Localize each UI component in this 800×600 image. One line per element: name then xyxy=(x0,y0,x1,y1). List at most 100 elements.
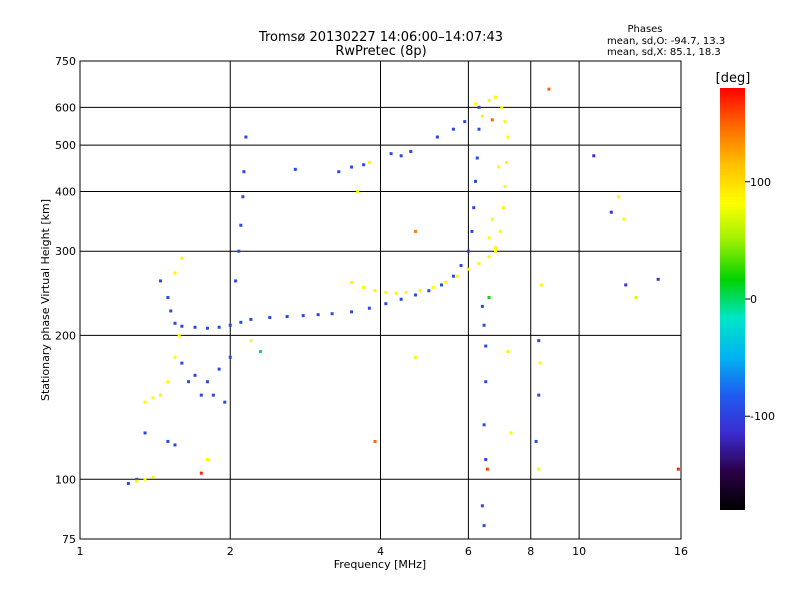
echo-point-o xyxy=(470,229,474,233)
echo-point-o xyxy=(241,195,245,199)
echo-point-outlier xyxy=(413,229,417,233)
echo-point-o xyxy=(466,249,470,253)
echo-point-o xyxy=(534,439,538,443)
echo-point-x xyxy=(143,477,147,481)
echo-point-o xyxy=(239,320,243,324)
echo-point-x xyxy=(166,380,170,384)
echo-point-o xyxy=(472,206,476,210)
echo-point-o xyxy=(239,223,243,227)
echo-point-x xyxy=(350,281,354,285)
echo-point-x xyxy=(151,396,155,400)
echo-point-outlier xyxy=(490,118,494,122)
echo-point-outlier xyxy=(592,154,596,158)
echo-point-x xyxy=(622,217,626,221)
echo-point-o xyxy=(451,274,455,278)
echo-point-o xyxy=(482,323,486,327)
echo-point-o xyxy=(427,289,431,293)
echo-point-o xyxy=(459,264,463,268)
echo-point-outlier xyxy=(259,350,263,354)
echo-point-o xyxy=(475,156,479,160)
echo-point-x xyxy=(455,274,459,278)
echo-point-x xyxy=(501,206,505,210)
echo-point-o xyxy=(223,400,227,404)
echo-point-outlier xyxy=(676,467,680,471)
y-tick-label: 400 xyxy=(55,185,76,198)
echo-point-o xyxy=(211,393,215,397)
echo-point-o xyxy=(199,393,203,397)
echo-point-x xyxy=(413,355,417,359)
plot-frame xyxy=(79,60,682,540)
colorbar xyxy=(720,88,745,510)
echo-point-o xyxy=(399,154,403,158)
echo-point-o xyxy=(205,326,209,330)
echo-point-x xyxy=(159,393,163,397)
colorbar-tick-label: -100 xyxy=(750,410,775,423)
echo-point-x xyxy=(487,236,491,240)
echo-point-o xyxy=(187,380,191,384)
echo-point-o xyxy=(537,393,541,397)
echo-point-x xyxy=(135,479,139,483)
colorbar-tick-label: 100 xyxy=(750,176,771,189)
echo-point-o xyxy=(350,310,354,314)
echo-point-x xyxy=(497,165,501,169)
echo-point-x xyxy=(506,135,510,139)
colorbar-label: [deg] xyxy=(716,71,751,86)
echo-point-o xyxy=(473,179,477,183)
x-tick-label: 2 xyxy=(227,545,234,558)
echo-point-o xyxy=(316,313,320,317)
echo-point-o xyxy=(193,373,197,377)
echo-point-o xyxy=(301,314,305,318)
echo-point-x xyxy=(539,283,543,287)
echo-point-x xyxy=(480,114,484,118)
echo-point-x xyxy=(431,285,435,289)
echo-point-o xyxy=(337,170,341,174)
echo-point-x xyxy=(537,467,541,471)
echo-point-outlier xyxy=(487,296,491,300)
echo-point-x xyxy=(494,249,498,253)
echo-point-x xyxy=(503,120,507,124)
echo-point-outlier xyxy=(485,467,489,471)
echo-point-o xyxy=(330,312,334,316)
echo-point-o xyxy=(285,315,289,319)
echo-point-o xyxy=(413,293,417,297)
echo-point-x xyxy=(473,102,477,106)
echo-point-x xyxy=(177,333,181,337)
echo-point-x xyxy=(494,95,498,99)
echo-point-x xyxy=(494,246,498,250)
echo-point-x xyxy=(356,189,360,193)
echo-point-x xyxy=(506,350,510,354)
echo-point-x xyxy=(205,457,209,461)
data-points xyxy=(126,87,680,528)
echo-point-x xyxy=(504,160,508,164)
echo-point-o xyxy=(217,367,221,371)
echo-point-o xyxy=(242,170,246,174)
echo-point-o xyxy=(135,477,139,481)
echo-point-o xyxy=(237,249,241,253)
stats-heading: Phases xyxy=(627,24,662,35)
colorbar-tick-label: 0 xyxy=(750,293,757,306)
grid-lines xyxy=(80,61,681,539)
echo-point-outlier xyxy=(609,210,613,214)
echo-point-x xyxy=(490,217,494,221)
echo-point-outlier xyxy=(634,296,638,300)
echo-point-x xyxy=(509,431,513,435)
echo-point-x xyxy=(418,289,422,293)
chart-title: Tromsø 20130227 14:06:00–14:07:43 xyxy=(258,30,503,45)
echo-point-o xyxy=(482,423,486,427)
echo-point-x xyxy=(487,255,491,259)
echo-point-x xyxy=(404,290,408,294)
echo-point-x xyxy=(384,290,388,294)
echo-point-outlier xyxy=(624,283,628,287)
echo-point-x xyxy=(173,271,177,275)
echo-point-o xyxy=(159,279,163,283)
echo-point-outlier xyxy=(656,277,660,281)
x-tick-label: 1 xyxy=(77,545,84,558)
echo-point-o xyxy=(143,431,147,435)
echo-point-o xyxy=(463,120,467,124)
echo-point-outlier xyxy=(547,87,551,91)
echo-point-o xyxy=(234,279,238,283)
x-tick-label: 10 xyxy=(572,545,586,558)
echo-point-o xyxy=(440,283,444,287)
echo-point-x xyxy=(151,475,155,479)
